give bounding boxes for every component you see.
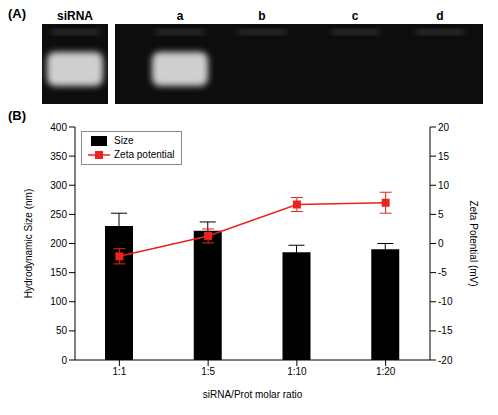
svg-text:1:10: 1:10 [287,366,307,377]
svg-text:1:5: 1:5 [201,366,215,377]
svg-text:siRNA: siRNA [57,9,93,23]
svg-text:0: 0 [61,355,67,366]
svg-text:300: 300 [50,180,67,191]
svg-text:50: 50 [56,325,68,336]
svg-text:a: a [177,9,184,23]
svg-text:1:20: 1:20 [376,366,396,377]
svg-text:-15: -15 [438,325,453,336]
svg-text:150: 150 [50,267,67,278]
svg-text:-5: -5 [438,267,447,278]
html-text:(A): (A) [8,6,26,21]
svg-text:15: 15 [438,151,450,162]
svg-text:d: d [436,9,443,23]
html-text:(B): (B) [8,108,26,123]
svg-text:siRNA/Prot molar ratio: siRNA/Prot molar ratio [203,389,303,400]
svg-text:350: 350 [50,151,67,162]
svg-text:-20: -20 [438,355,453,366]
svg-text:Zeta Potential (mV): Zeta Potential (mV) [468,200,479,286]
html-text:Zeta potential: Zeta potential [114,149,175,160]
svg-text:100: 100 [50,296,67,307]
svg-text:250: 250 [50,209,67,220]
svg-text:5: 5 [438,209,444,220]
svg-text:Hydrodynamic Size (nm): Hydrodynamic Size (nm) [23,189,34,298]
svg-text:c: c [352,9,359,23]
svg-text:400: 400 [50,122,67,133]
svg-text:-10: -10 [438,296,453,307]
svg-text:1:1: 1:1 [112,366,126,377]
svg-text:20: 20 [438,122,450,133]
svg-text:10: 10 [438,180,450,191]
html-text:Size: Size [114,135,134,146]
svg-text:200: 200 [50,238,67,249]
svg-text:b: b [258,9,265,23]
svg-text:0: 0 [438,238,444,249]
